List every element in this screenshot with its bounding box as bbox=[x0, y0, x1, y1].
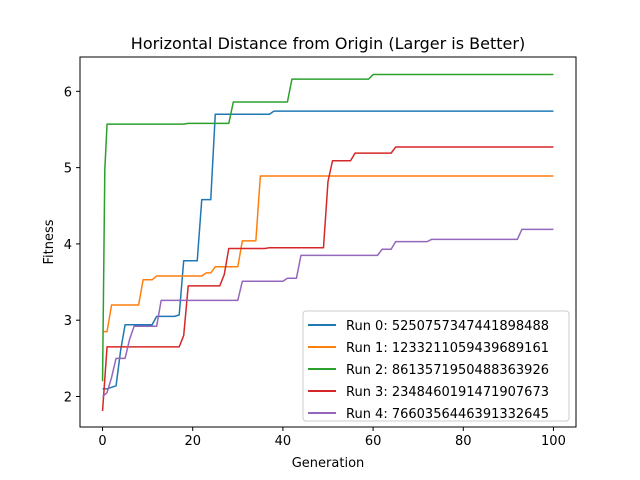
x-tick-label: 100 bbox=[541, 434, 566, 449]
x-tick-label: 80 bbox=[455, 434, 472, 449]
legend-entries: Run 0: 5250757347441898488 Run 1: 1233211… bbox=[308, 319, 549, 422]
y-tick-label: 2 bbox=[64, 390, 72, 405]
legend-box bbox=[302, 310, 570, 422]
legend: Run 0: 5250757347441898488 Run 1: 1233211… bbox=[302, 310, 570, 422]
x-tick-label: 0 bbox=[98, 434, 106, 449]
series-layer bbox=[101, 73, 554, 412]
axes-frame bbox=[79, 56, 577, 428]
y-tick-label: 6 bbox=[64, 85, 72, 100]
plot-area: 0 20 40 60 80 100 2 3 4 5 6 bbox=[64, 56, 577, 449]
y-tick-label: 4 bbox=[64, 238, 72, 253]
series-line-run-1 bbox=[102, 175, 554, 333]
y-axis-ticks: 2 3 4 5 6 bbox=[64, 85, 80, 405]
x-tick-label: 40 bbox=[275, 434, 292, 449]
x-tick-label: 20 bbox=[184, 434, 201, 449]
series-line-run-0 bbox=[102, 110, 554, 390]
legend-label-run-3: Run 3: 2348460191471907673 bbox=[346, 385, 549, 400]
legend-label-run-0: Run 0: 5250757347441898488 bbox=[346, 319, 549, 334]
y-tick-label: 3 bbox=[64, 314, 72, 329]
chart-title: Horizontal Distance from Origin (Larger … bbox=[131, 34, 525, 53]
x-axis-label: Generation bbox=[292, 456, 365, 471]
series-line-run-3 bbox=[101, 146, 554, 412]
series-line-run-2 bbox=[101, 73, 554, 382]
y-tick-label: 5 bbox=[64, 162, 72, 177]
y-axis-label: Fitness bbox=[42, 219, 57, 264]
x-tick-label: 60 bbox=[365, 434, 382, 449]
x-axis-ticks: 0 20 40 60 80 100 bbox=[98, 427, 566, 449]
legend-label-run-1: Run 1: 1233211059439689161 bbox=[346, 341, 549, 356]
legend-label-run-4: Run 4: 7660356446391332645 bbox=[346, 407, 549, 422]
legend-label-run-2: Run 2: 8613571950488363926 bbox=[346, 363, 549, 378]
series-line-run-4 bbox=[102, 228, 554, 398]
